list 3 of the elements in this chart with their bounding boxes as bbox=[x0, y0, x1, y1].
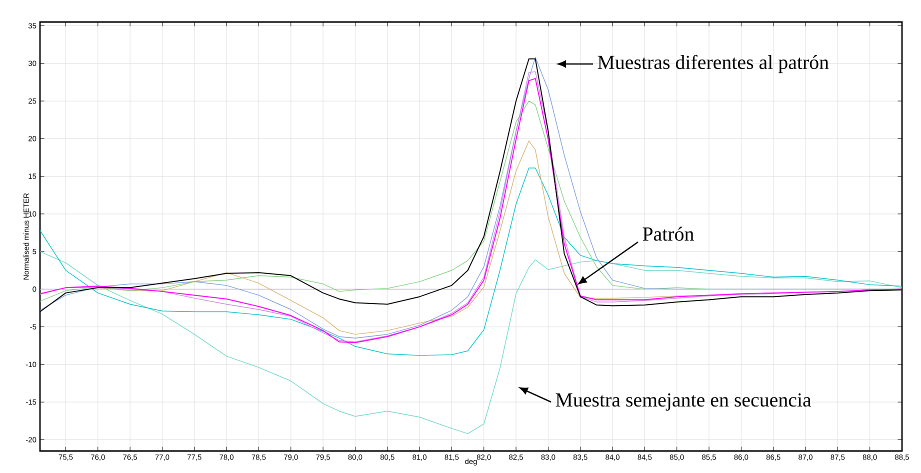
annotation: Muestra semejante en secuencia bbox=[556, 393, 812, 411]
annotation: Patrón bbox=[642, 226, 694, 241]
annotation: Muestras diferentes al patrón bbox=[598, 54, 829, 74]
